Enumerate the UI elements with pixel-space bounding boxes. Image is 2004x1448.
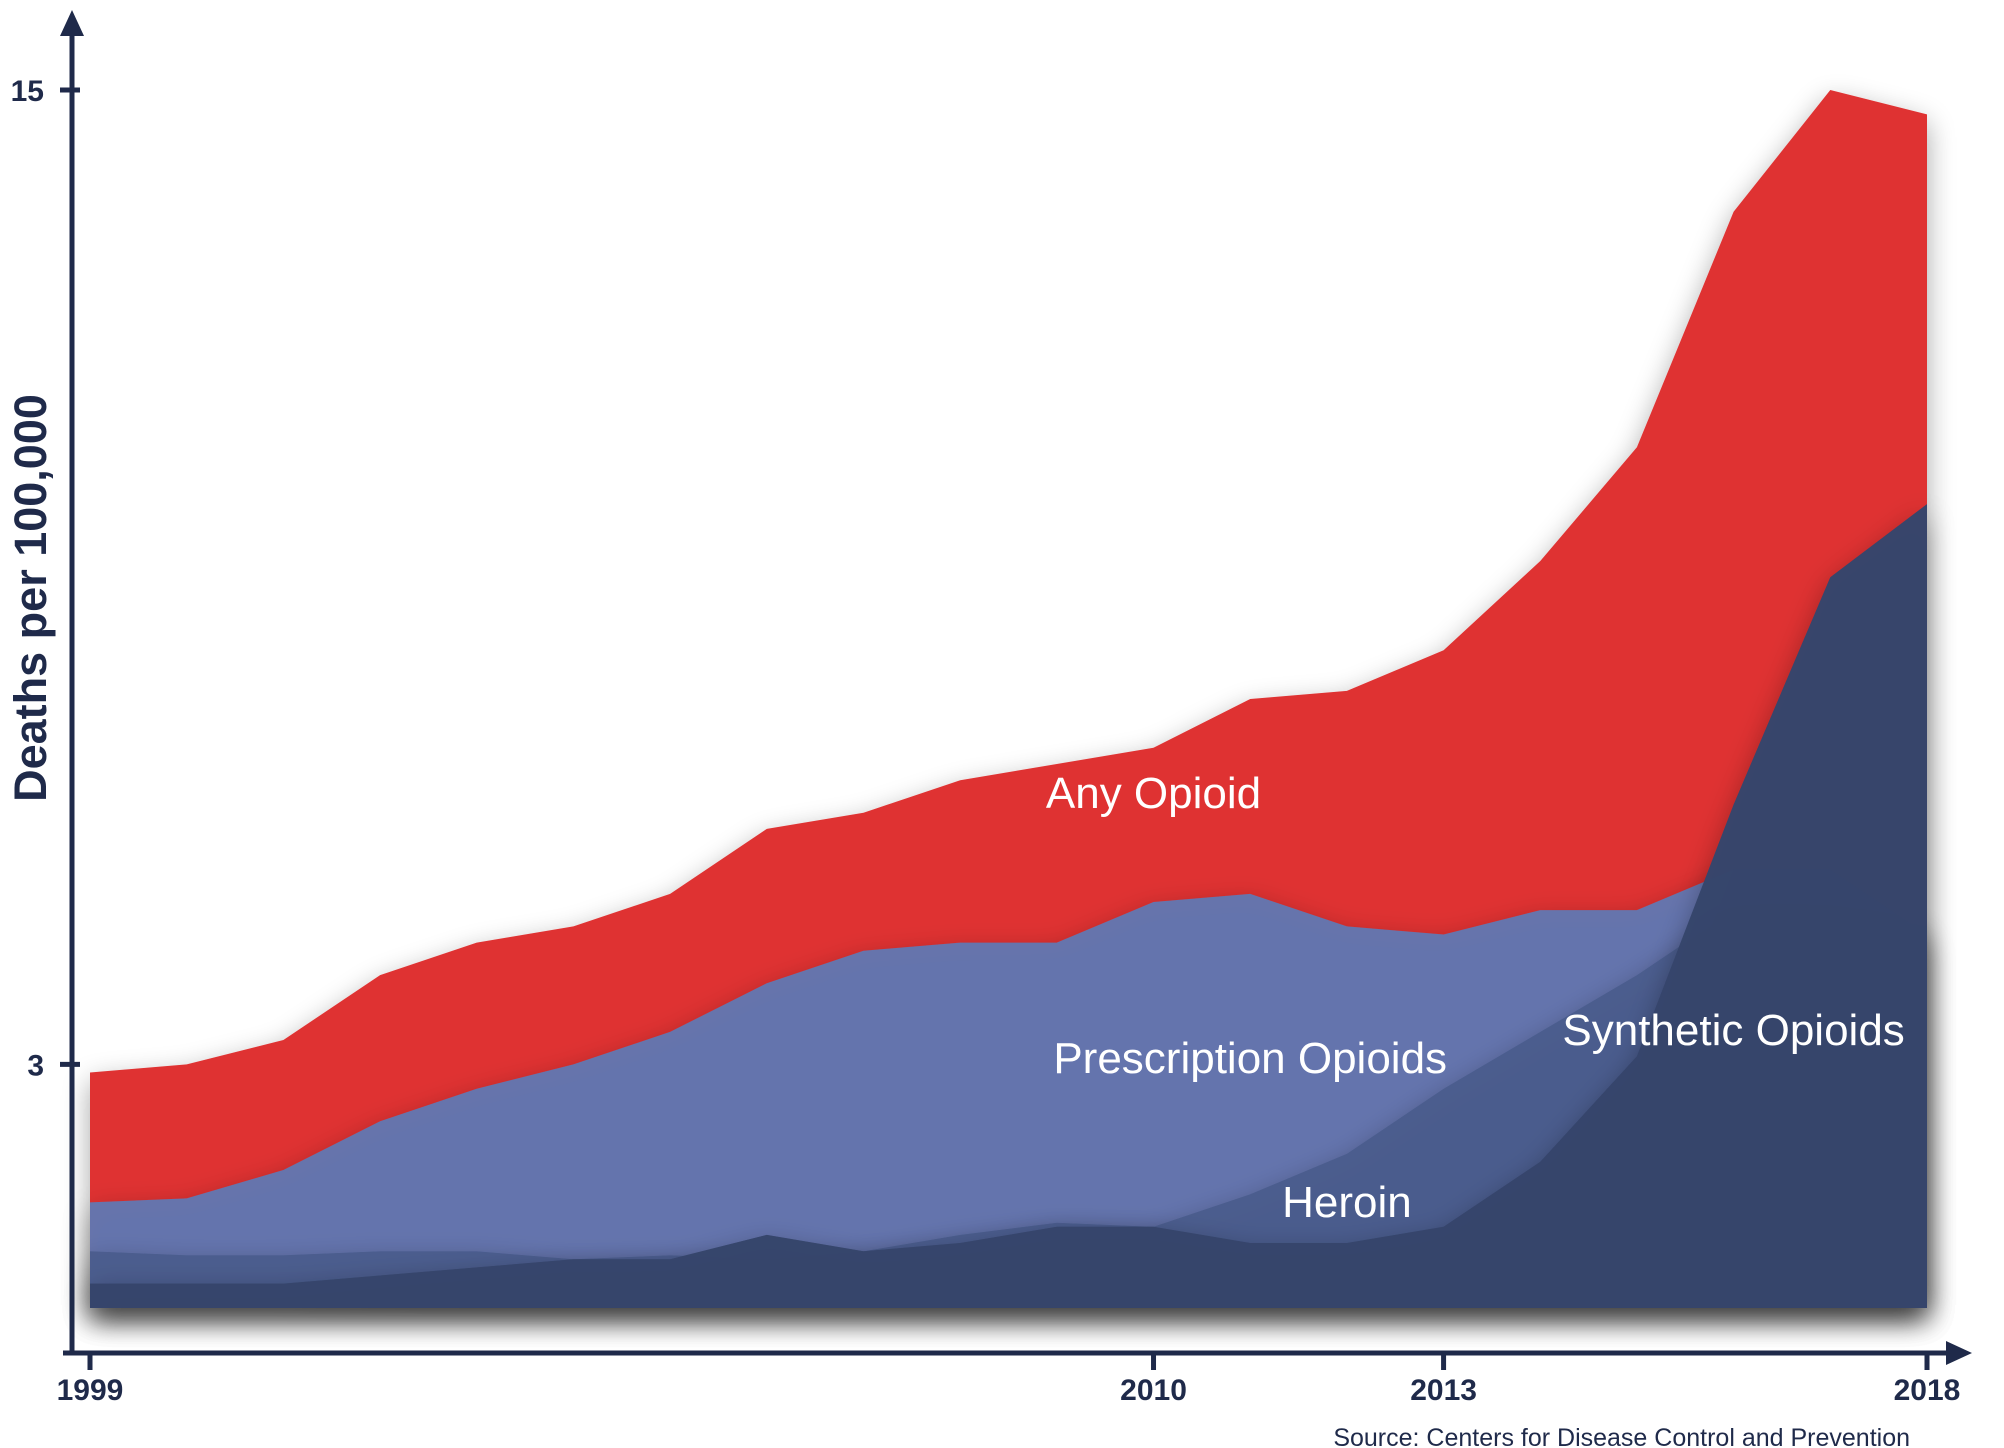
y-ticks: 3 15	[11, 75, 80, 1082]
y-tick-label-3: 3	[27, 1049, 44, 1082]
source-note: Source: Centers for Disease Control and …	[1333, 1424, 1910, 1448]
y-axis-label: Deaths per 100,000	[5, 394, 56, 802]
series-label-heroin: Heroin	[1282, 1178, 1412, 1227]
x-tick-label-2010: 2010	[1120, 1374, 1187, 1407]
axes	[60, 10, 1972, 1365]
x-axis-arrow	[1946, 1341, 1972, 1365]
x-tick-label-2013: 2013	[1410, 1374, 1477, 1407]
area-synthetic-opioids-overlay	[90, 504, 1927, 1309]
series-label-prescription-opioids: Prescription Opioids	[1053, 1034, 1447, 1083]
x-tick-label-2018: 2018	[1894, 1374, 1961, 1407]
y-tick-label-15: 15	[11, 75, 44, 108]
area-heroin	[90, 910, 1927, 1308]
series-label-any-opioid: Any Opioid	[1046, 769, 1261, 818]
x-tick-label-1999: 1999	[57, 1374, 124, 1407]
y-axis-arrow	[60, 10, 84, 36]
plot-areas	[90, 90, 1927, 1309]
x-ticks: 1999 2010 2013 2018	[57, 1353, 1961, 1407]
series-labels: Any Opioid Prescription Opioids Heroin Synt…	[1046, 769, 1905, 1227]
series-label-synthetic-opioids: Synthetic Opioids	[1562, 1006, 1904, 1055]
